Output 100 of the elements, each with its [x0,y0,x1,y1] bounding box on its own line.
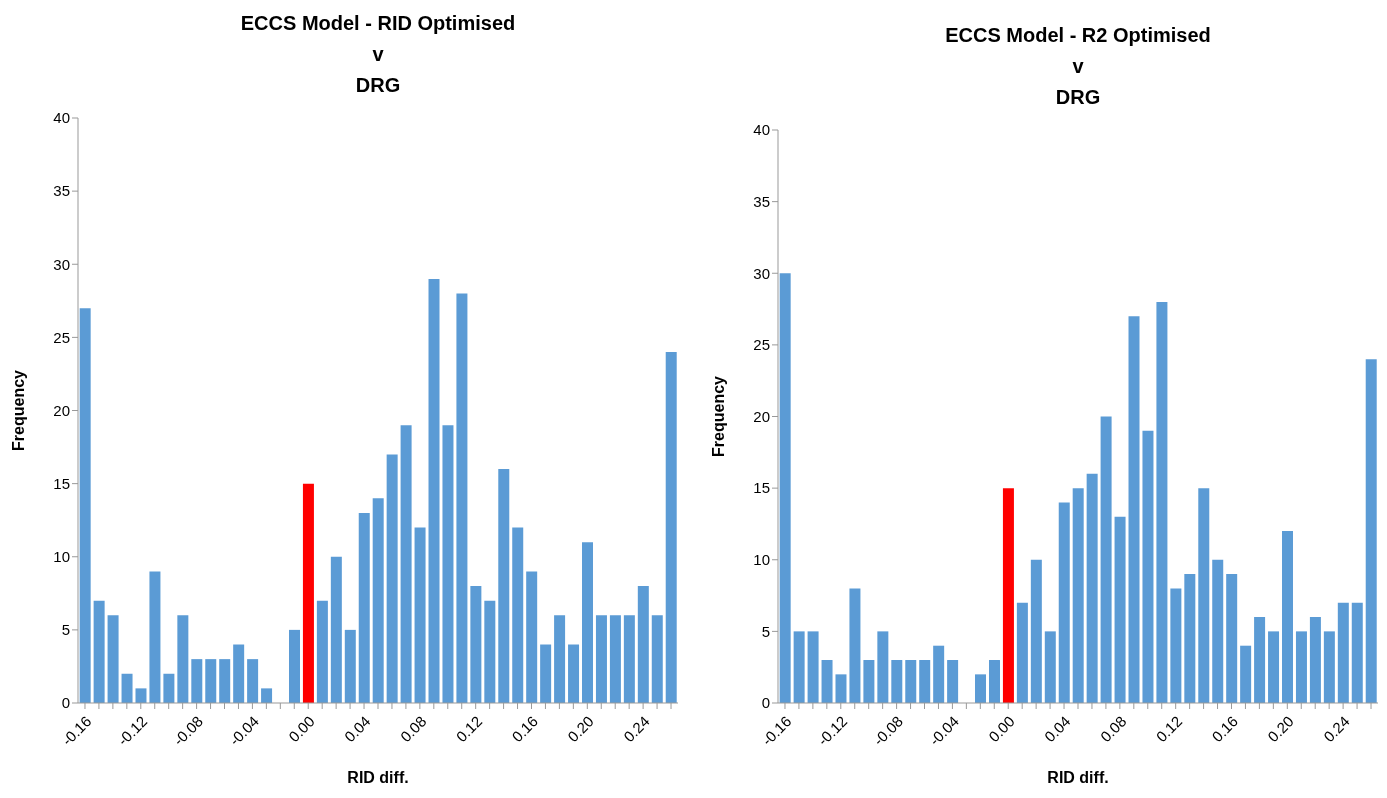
y-tick-label: 5 [761,622,770,640]
bar [540,644,552,703]
bar [933,645,945,703]
chart-title: ECCS Model - RID Optimised v DRG [239,11,517,98]
bar [568,644,580,703]
bar [975,674,987,703]
bar [358,512,370,703]
bar [177,615,189,703]
bar [316,600,328,703]
y-tick-label: 30 [53,255,70,273]
bar [135,688,147,703]
bar [498,469,510,703]
bar [1351,602,1363,703]
x-tick-label: 0.24 [619,712,653,746]
y-tick-label: 35 [53,182,70,200]
bar [1100,416,1112,703]
bar [1268,631,1280,703]
bar [330,556,342,703]
bar [582,542,593,703]
bar [891,660,903,703]
bar [1226,574,1238,703]
bar [400,425,412,703]
bar [1002,488,1014,703]
bar [261,688,273,703]
y-tick-label: 0 [61,694,70,712]
bar [835,674,847,703]
bar [414,527,426,703]
bar [526,571,538,703]
y-tick-label: 25 [53,328,70,346]
chart-title: ECCS Model - R2 Optimised v DRG [944,23,1212,110]
y-tick-label: 40 [753,121,770,139]
bar [807,631,819,703]
bar [637,586,649,703]
bar [1254,617,1266,703]
bar [1030,559,1042,703]
bar [779,273,791,703]
bar [1337,602,1349,703]
x-tick-label: 0.20 [564,712,597,746]
bar [623,615,635,703]
bar [1072,488,1084,703]
bar [1016,602,1028,703]
bar [1086,473,1098,703]
bar [247,659,259,703]
y-tick-label: 10 [53,548,70,566]
bar [484,600,496,703]
y-tick-label: 15 [53,474,70,492]
bar [219,659,231,703]
bar [1309,617,1321,703]
bar [1295,631,1307,703]
bar [821,660,833,703]
bar [163,673,175,703]
bar [93,600,105,703]
bar [149,571,161,703]
bar [793,631,805,703]
bar [1282,531,1293,703]
bar [554,615,566,703]
y-tick-label: 10 [753,551,770,569]
bar [344,629,356,703]
bar [863,660,875,703]
bar [1212,559,1224,703]
y-tick-label: 15 [753,479,770,497]
bar [442,425,454,703]
bar [651,615,663,703]
bar [1323,631,1335,703]
bar [609,615,621,703]
bar [905,660,917,703]
y-tick-label: 20 [53,401,70,419]
bar [205,659,217,703]
bar [1142,430,1154,703]
bar [456,293,468,703]
y-axis-title: Frequency [9,369,27,451]
bar [947,660,959,703]
bar [233,644,245,703]
bar [512,527,524,703]
y-tick-label: 0 [761,694,770,712]
y-tick-label: 25 [753,336,770,354]
bar [288,629,300,703]
bar [79,308,91,703]
bar [1365,359,1377,703]
bar [1114,516,1126,703]
x-tick-label: 0.00 [985,712,1018,746]
y-axis-title: Frequency [709,375,727,457]
bar [1198,488,1210,703]
y-tick-label: 30 [753,264,770,282]
bar [1058,502,1070,703]
bar [877,631,889,703]
bar [1044,631,1056,703]
bar [191,659,203,703]
bar [428,278,440,703]
bar [1240,645,1252,703]
bar [1128,316,1140,703]
y-tick-label: 40 [53,109,70,127]
bar [107,615,119,703]
x-tick-label: 0.00 [285,712,318,746]
bar [372,498,384,703]
bar [919,660,931,703]
bar [386,454,398,703]
x-tick-label: 0.20 [1264,712,1297,746]
bar [988,660,1000,703]
bar [470,586,482,703]
